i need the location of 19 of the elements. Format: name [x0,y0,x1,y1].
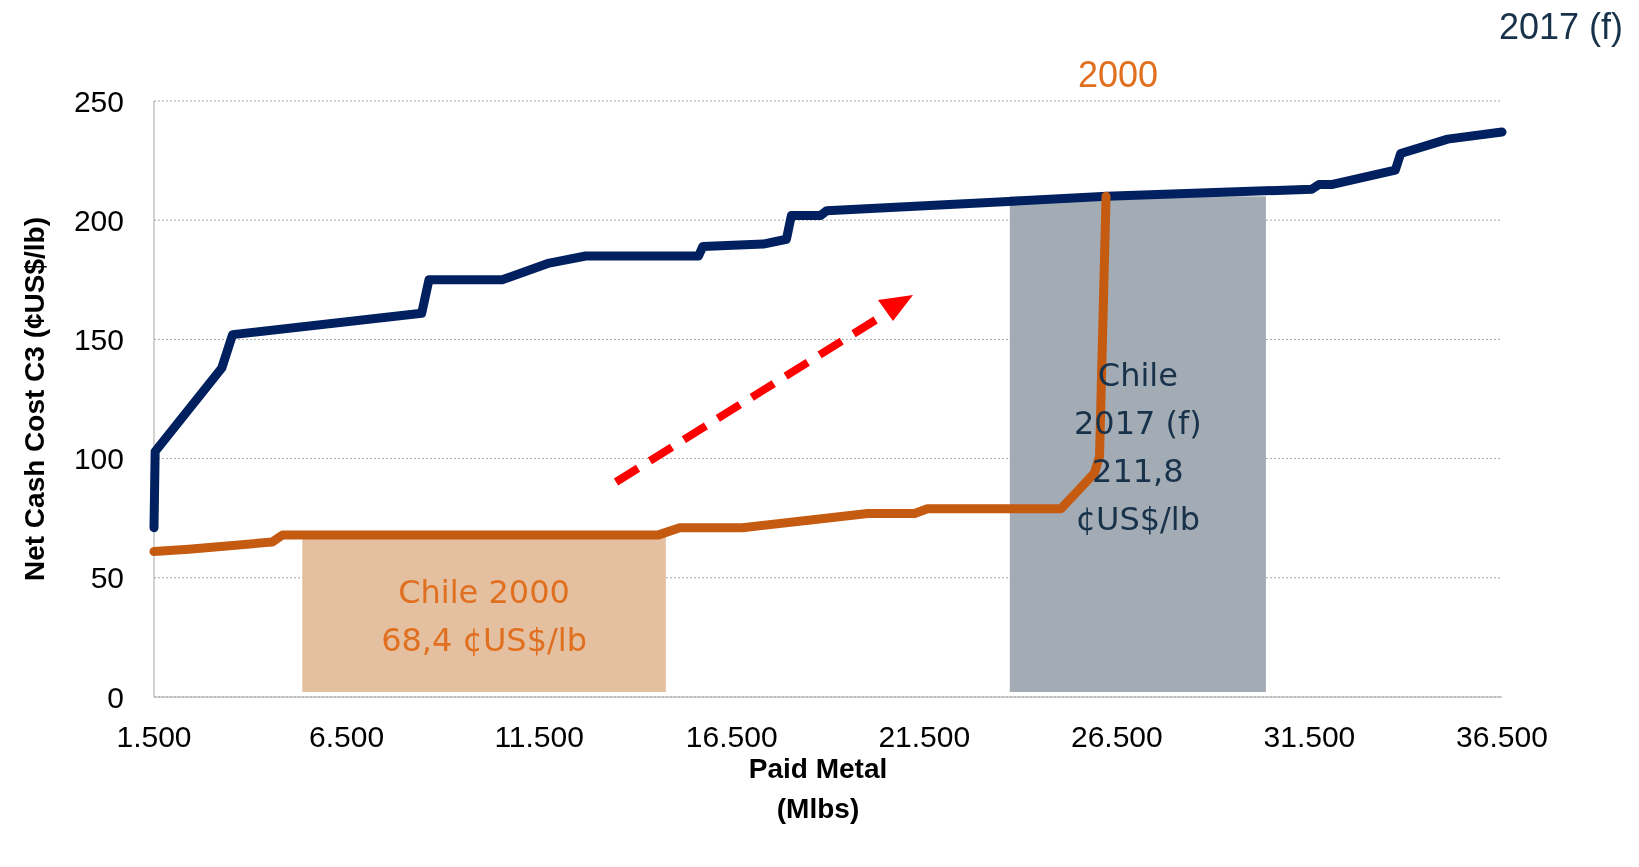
x-tick-label: 1.500 [116,720,192,753]
x-axis-title: Paid Metal (Mlbs) [748,753,888,824]
text: 2000 [1078,54,1159,95]
y-tick-label: 50 [90,561,124,595]
text: 2017 (f) [1498,6,1623,47]
y-axis-title: Net Cash Cost C3 (¢US$/lb) [19,216,50,582]
x-tick-label: 36.500 [1456,720,1548,753]
x-tick-label: 21.500 [878,720,971,753]
y-tick-label: 150 [73,322,124,356]
y-tick-label: 0 [107,680,124,714]
y-tick-label: 100 [73,442,124,476]
y-tick-label: 250 [73,84,124,118]
x-tick-label: 31.500 [1263,720,1356,753]
x-tick-label: 6.500 [309,720,385,753]
x-tick-label: 11.500 [494,720,584,753]
band-label: Chile 2000 68,4 ¢US$/lb [381,573,587,660]
x-tick-label: 16.500 [685,720,778,753]
x-tick-label: 26.500 [1070,720,1163,753]
y-tick-label: 200 [73,203,124,237]
